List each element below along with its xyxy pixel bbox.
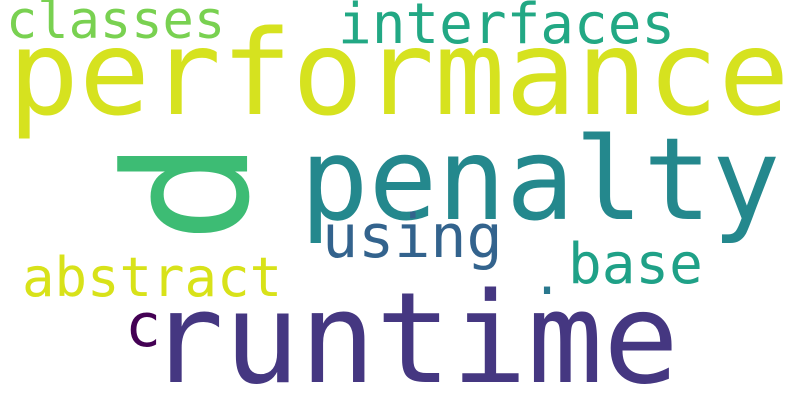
word-base: base bbox=[568, 232, 703, 297]
word-c: c bbox=[125, 291, 162, 361]
word-runtime: runtime bbox=[148, 265, 680, 400]
word-interfaces: interfaces bbox=[338, 0, 676, 57]
word-dot: . bbox=[532, 248, 563, 306]
word-performance: performance bbox=[8, 4, 790, 142]
word-classes: classes bbox=[6, 0, 226, 51]
word-using: using bbox=[322, 202, 503, 272]
word-abstract: abstract bbox=[22, 246, 283, 309]
word-penalty: penalty bbox=[300, 113, 781, 246]
word-p: p bbox=[112, 140, 313, 244]
